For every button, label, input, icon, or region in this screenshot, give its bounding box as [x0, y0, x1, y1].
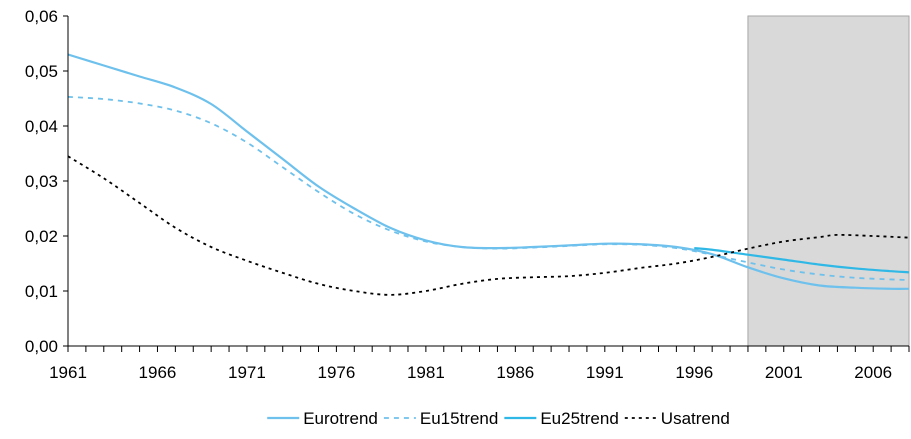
x-tick-label: 2001 — [765, 363, 803, 382]
y-tick-label: 0,00 — [25, 337, 58, 356]
series-line-eu25trend — [694, 247, 910, 274]
x-tick-label: 2006 — [854, 363, 892, 382]
x-tick-label: 1976 — [317, 363, 355, 382]
legend-label: Eu25trend — [540, 409, 618, 428]
x-tick-label: 1986 — [496, 363, 534, 382]
forecast-shaded-region — [747, 15, 910, 347]
x-tick-label: 1971 — [228, 363, 266, 382]
legend-item: Eu25trend — [504, 409, 619, 428]
legend-item: Eu15trend — [383, 409, 498, 428]
x-tick-label: 1981 — [407, 363, 445, 382]
y-tick-label: 0,02 — [25, 227, 58, 246]
x-tick-label: 1991 — [586, 363, 624, 382]
x-tick-label: 1996 — [675, 363, 713, 382]
x-tick-label: 1961 — [49, 363, 87, 382]
series-line-usatrend — [67, 155, 910, 296]
y-tick-label: 0,01 — [25, 282, 58, 301]
legend-label: Usatrend — [661, 409, 730, 428]
series-line-eurotrend — [67, 53, 910, 290]
y-tick-label: 0,04 — [25, 117, 58, 136]
legend: Eurotrend Eu15trend Eu25trend Usatrend — [267, 409, 730, 428]
legend-item: Eurotrend — [267, 409, 378, 428]
legend-label: Eurotrend — [303, 409, 378, 428]
legend-label: Eu15trend — [420, 409, 498, 428]
x-tick-label: 1966 — [139, 363, 177, 382]
legend-item: Usatrend — [624, 409, 730, 428]
y-tick-label: 0,06 — [25, 7, 58, 26]
y-tick-label: 0,03 — [25, 172, 58, 191]
y-tick-label: 0,05 — [25, 62, 58, 81]
series-line-eu15trend — [67, 95, 910, 281]
